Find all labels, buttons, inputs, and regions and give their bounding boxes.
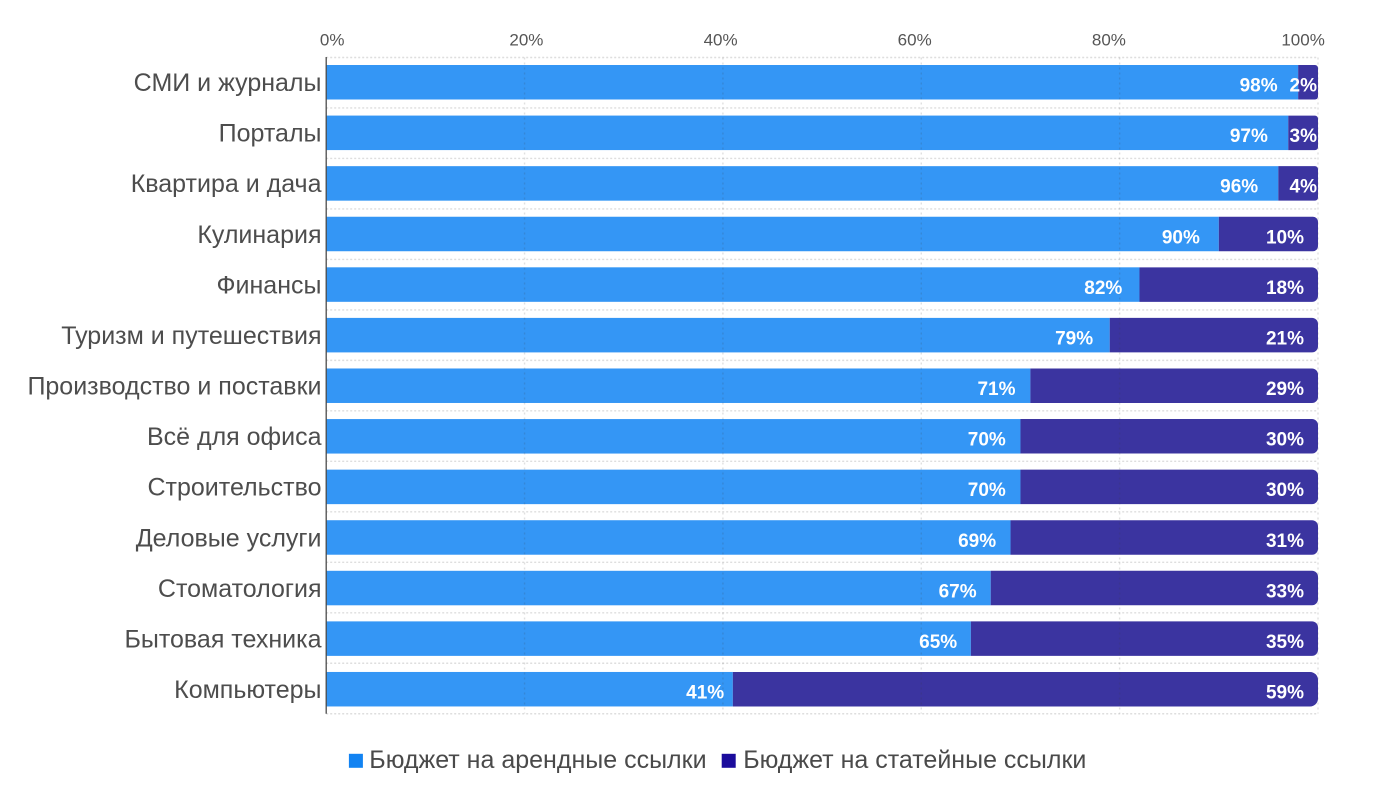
svg-text:10%: 10% bbox=[1266, 227, 1304, 248]
svg-text:29%: 29% bbox=[1266, 379, 1304, 400]
svg-text:0%: 0% bbox=[320, 31, 345, 50]
svg-text:79%: 79% bbox=[1055, 328, 1093, 349]
svg-text:40%: 40% bbox=[704, 31, 738, 50]
svg-text:33%: 33% bbox=[1266, 581, 1304, 602]
svg-text:Финансы: Финансы bbox=[217, 271, 322, 299]
svg-text:80%: 80% bbox=[1092, 31, 1126, 50]
svg-text:Стоматология: Стоматология bbox=[158, 575, 322, 603]
svg-text:60%: 60% bbox=[898, 31, 932, 50]
svg-text:Туризм и путешествия: Туризм и путешествия bbox=[61, 322, 321, 350]
svg-text:Строительство: Строительство bbox=[148, 474, 322, 502]
svg-text:Деловые услуги: Деловые услуги bbox=[136, 524, 322, 552]
svg-text:82%: 82% bbox=[1084, 278, 1122, 299]
svg-text:30%: 30% bbox=[1266, 430, 1304, 451]
svg-text:96%: 96% bbox=[1220, 177, 1258, 198]
svg-text:3%: 3% bbox=[1290, 126, 1318, 147]
svg-text:71%: 71% bbox=[977, 379, 1015, 400]
svg-text:2%: 2% bbox=[1290, 76, 1318, 97]
svg-text:Производство и поставки: Производство и поставки bbox=[27, 373, 321, 401]
svg-text:70%: 70% bbox=[968, 430, 1006, 451]
svg-text:31%: 31% bbox=[1266, 531, 1304, 552]
svg-text:СМИ и журналы: СМИ и журналы bbox=[134, 69, 322, 97]
svg-text:90%: 90% bbox=[1162, 227, 1200, 248]
svg-text:59%: 59% bbox=[1266, 683, 1304, 704]
svg-text:Компьютеры: Компьютеры bbox=[174, 676, 321, 704]
svg-text:65%: 65% bbox=[919, 632, 957, 653]
svg-text:Всё для офиса: Всё для офиса bbox=[147, 423, 322, 451]
svg-text:4%: 4% bbox=[1290, 177, 1318, 198]
svg-text:Бюджет на арендные ссылки: Бюджет на арендные ссылки bbox=[369, 746, 706, 774]
svg-text:Кулинария: Кулинария bbox=[197, 221, 321, 249]
svg-text:Бюджет на статейные ссылки: Бюджет на статейные ссылки bbox=[743, 746, 1086, 774]
svg-text:97%: 97% bbox=[1230, 126, 1268, 147]
svg-text:Квартира и дача: Квартира и дача bbox=[131, 170, 322, 198]
svg-text:100%: 100% bbox=[1281, 31, 1324, 50]
svg-text:18%: 18% bbox=[1266, 278, 1304, 299]
svg-text:35%: 35% bbox=[1266, 632, 1304, 653]
svg-text:30%: 30% bbox=[1266, 480, 1304, 501]
svg-text:20%: 20% bbox=[509, 31, 543, 50]
svg-text:69%: 69% bbox=[958, 531, 996, 552]
svg-text:70%: 70% bbox=[968, 480, 1006, 501]
svg-text:67%: 67% bbox=[939, 581, 977, 602]
svg-text:98%: 98% bbox=[1240, 76, 1278, 97]
svg-text:21%: 21% bbox=[1266, 328, 1304, 349]
svg-text:Бытовая техника: Бытовая техника bbox=[124, 625, 321, 653]
svg-text:Порталы: Порталы bbox=[219, 120, 322, 148]
svg-text:41%: 41% bbox=[686, 683, 724, 704]
